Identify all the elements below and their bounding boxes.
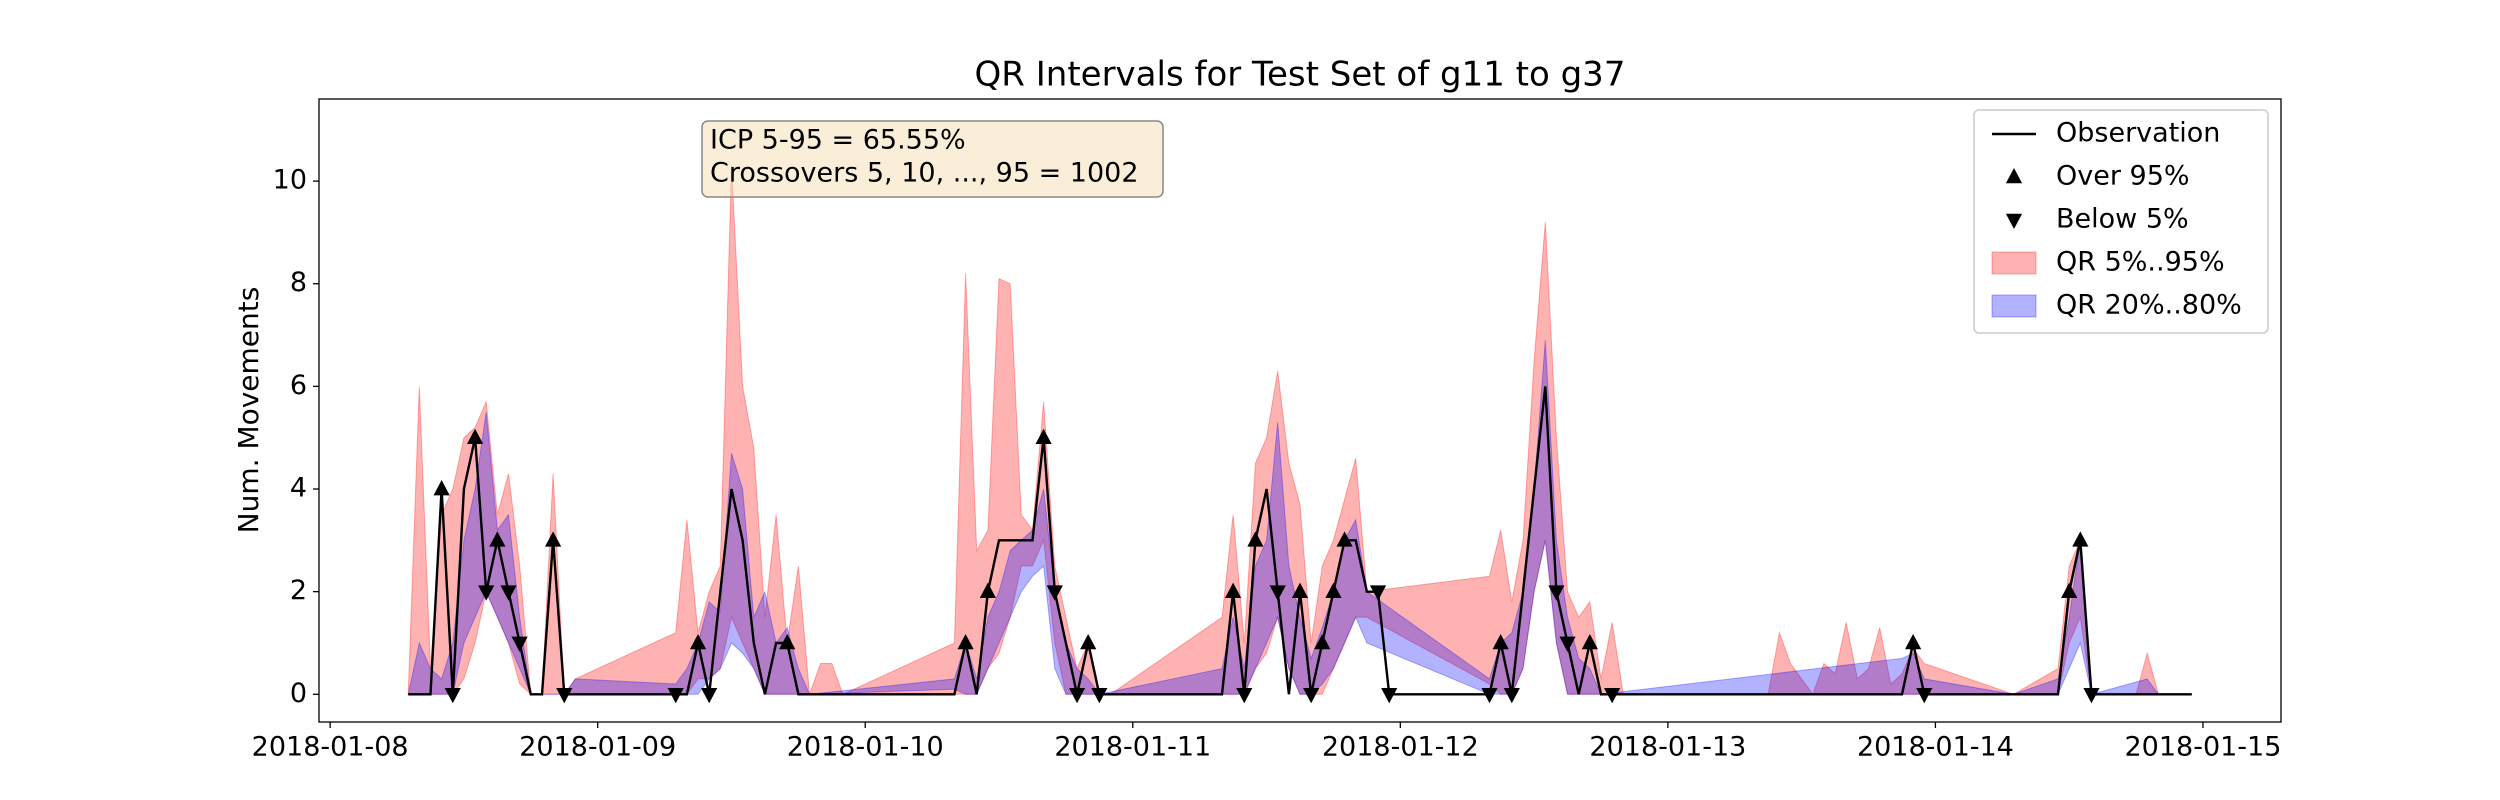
over-marker [1905, 633, 1922, 650]
below-marker [1381, 687, 1398, 704]
over-marker [1325, 582, 1342, 598]
below-marker [1559, 636, 1576, 652]
over-marker [433, 480, 450, 496]
legend-marker [2005, 168, 2023, 184]
legend-label: Observation [2056, 118, 2220, 149]
legend-swatch [1991, 294, 2037, 318]
over-marker [1581, 633, 1598, 650]
over-marker [489, 531, 506, 547]
x-tick-label: 2018-01-14 [1857, 732, 2014, 763]
over-marker [979, 582, 996, 598]
annotation-text: Crossovers 5, 10, ..., 95 = 1002 [710, 158, 1139, 189]
y-tick-label: 10 [273, 165, 307, 196]
x-tick-label: 2018-01-09 [519, 732, 676, 763]
over-marker [1291, 582, 1309, 598]
over-marker [466, 428, 484, 444]
over-marker [957, 633, 974, 650]
below-marker [1369, 585, 1387, 601]
y-tick-label: 6 [290, 370, 307, 401]
y-tick-label: 0 [290, 678, 307, 709]
annotation-text: ICP 5-95 = 65.55% [710, 125, 966, 156]
legend-label: QR 5%..95% [2056, 247, 2225, 278]
legend-marker [2005, 213, 2023, 229]
legend-label: Over 95% [2056, 161, 2190, 192]
below-marker [1269, 585, 1286, 601]
y-tick-label: 8 [290, 267, 307, 298]
y-axis-label: Num. Movements [232, 287, 265, 534]
x-tick-label: 2018-01-11 [1054, 732, 1211, 763]
below-marker [1548, 585, 1565, 601]
below-marker [1604, 687, 1621, 704]
over-marker [2061, 582, 2078, 598]
below-marker [1303, 687, 1320, 704]
chart-title: QR Intervals for Test Set of g11 to g37 [975, 55, 1626, 95]
x-tick-label: 2018-01-13 [1589, 732, 1746, 763]
below-marker [1068, 687, 1086, 704]
below-marker [1046, 585, 1063, 601]
below-marker [1481, 687, 1498, 704]
below-marker [478, 585, 495, 601]
plot-area [407, 165, 2192, 704]
x-tick-label: 2018-01-08 [252, 732, 409, 763]
x-tick-label: 2018-01-12 [1322, 732, 1479, 763]
y-tick-label: 2 [290, 575, 307, 606]
below-marker [444, 687, 461, 704]
axes-frame [318, 98, 2282, 723]
below-marker [500, 585, 517, 601]
x-tick-label: 2018-01-15 [2125, 732, 2282, 763]
below-marker [1916, 687, 1933, 704]
over-marker [1314, 633, 1331, 650]
below-marker [1503, 687, 1520, 704]
below-marker [667, 687, 684, 704]
over-marker [1492, 633, 1509, 650]
legend-label: QR 20%..80% [2056, 290, 2242, 321]
below-marker [1091, 687, 1108, 704]
over-marker [779, 633, 796, 650]
over-marker [1225, 582, 1242, 598]
below-marker [2083, 687, 2100, 704]
over-marker [545, 531, 562, 547]
over-marker [689, 633, 707, 650]
x-tick-label: 2018-01-10 [787, 732, 944, 763]
over-marker [1035, 428, 1052, 444]
over-marker [2072, 531, 2089, 547]
legend-swatch [1991, 251, 2037, 275]
legend-label: Below 5% [2056, 204, 2189, 235]
legend-box [1973, 109, 2269, 334]
over-marker [1080, 633, 1097, 650]
annotation-box [701, 120, 1164, 198]
below-marker [556, 687, 573, 704]
below-marker [701, 687, 718, 704]
over-marker [1336, 531, 1353, 547]
over-marker [1247, 531, 1264, 547]
below-marker [511, 636, 528, 652]
y-tick-label: 4 [290, 473, 307, 504]
below-marker [1236, 687, 1253, 704]
